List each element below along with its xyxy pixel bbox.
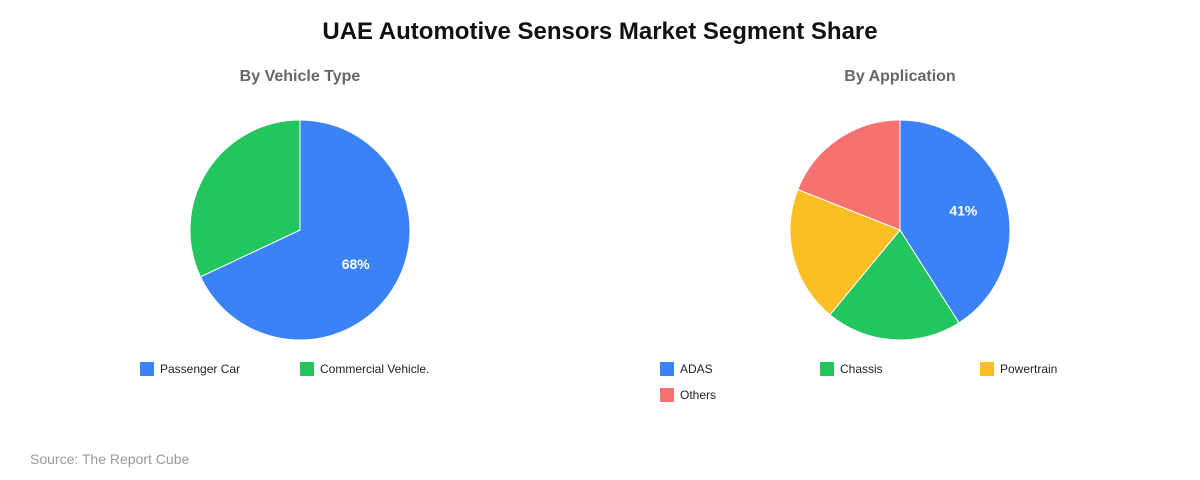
legend-swatch	[300, 362, 314, 376]
legend-item-chassis: Chassis	[820, 361, 883, 377]
pie-slice-chassis	[829, 229, 960, 341]
vehicle-type-legend: Passenger Car Commercial Vehicle.	[0, 360, 600, 420]
vehicle-type-chart: By Vehicle Type 68% Passenger Car Commerc…	[0, 60, 600, 430]
application-pie: 41%	[789, 119, 1011, 341]
source-note: Source: The Report Cube	[30, 451, 190, 467]
vehicle-type-chart-title: By Vehicle Type	[239, 68, 361, 85]
legend-swatch	[980, 362, 994, 376]
pie-slice-powertrain	[789, 188, 901, 316]
pie-slice-commercial-vehicle	[189, 119, 301, 278]
legend-item-commercial-vehicle: Commercial Vehicle.	[300, 361, 429, 377]
application-legend: ADAS Chassis Powertrain Others	[600, 360, 1200, 420]
pie-slice-others	[797, 119, 901, 231]
legend-swatch	[660, 388, 674, 402]
pie-slice-adas	[899, 119, 1011, 324]
data-label-passenger-car: 68%	[342, 256, 371, 272]
pie-slice-passenger-car	[199, 119, 411, 341]
legend-label: Others	[680, 388, 717, 402]
vehicle-type-pie: 68%	[189, 119, 411, 341]
legend-item-adas: ADAS	[660, 361, 713, 377]
legend-swatch	[140, 362, 154, 376]
legend-swatch	[820, 362, 834, 376]
legend-item-others: Others	[660, 387, 716, 403]
legend-swatch	[660, 362, 674, 376]
legend-label: ADAS	[680, 362, 713, 376]
data-label-adas: 41%	[949, 202, 978, 218]
legend-label: Powertrain	[1000, 362, 1058, 376]
main-title: UAE Automotive Sensors Market Segment Sh…	[322, 18, 878, 45]
legend-item-powertrain: Powertrain	[980, 361, 1057, 377]
application-chart-title: By Application	[844, 68, 956, 85]
legend-item-passenger-car: Passenger Car	[140, 361, 240, 377]
legend-label: Commercial Vehicle.	[320, 362, 430, 376]
legend-label: Passenger Car	[160, 362, 241, 376]
application-chart: By Application 41% ADAS Chassis Powertrain…	[600, 60, 1200, 430]
legend-label: Chassis	[840, 362, 883, 376]
